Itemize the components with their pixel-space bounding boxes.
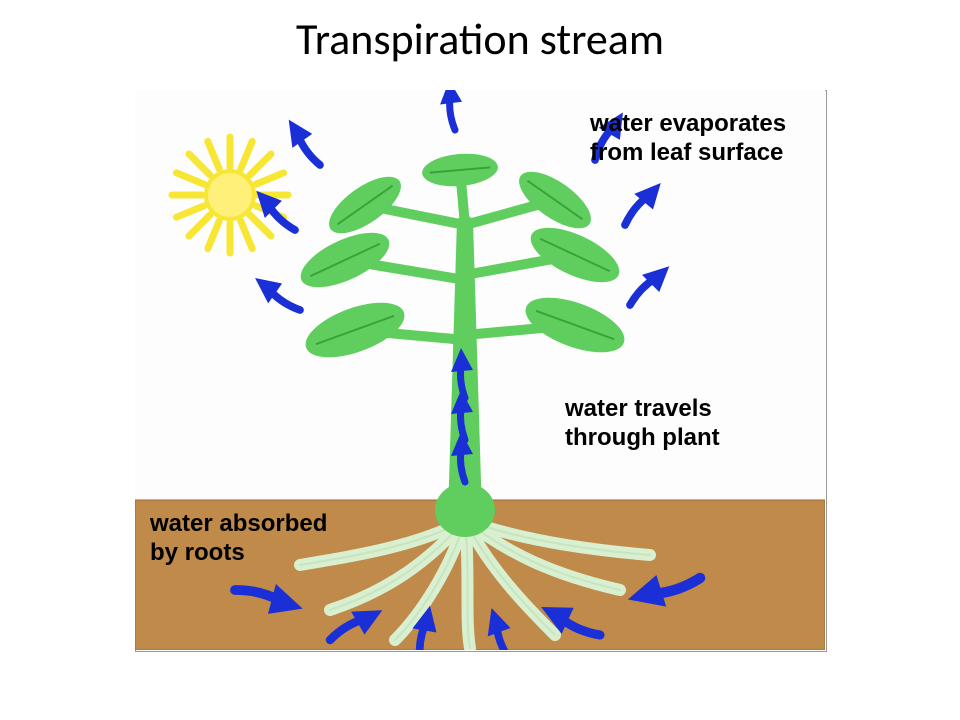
label-travels: water travels through plant <box>565 395 720 453</box>
label-travels-l1: water travels <box>565 395 712 422</box>
label-evaporates-l2: from leaf surface <box>590 139 783 166</box>
label-evaporates-l1: water evaporates <box>590 110 786 137</box>
label-travels-l2: through plant <box>565 424 720 451</box>
diagram-canvas <box>0 0 960 720</box>
label-absorbed-l2: by roots <box>150 539 245 566</box>
label-absorbed-l1: water absorbed <box>150 510 327 537</box>
label-absorbed: water absorbed by roots <box>150 510 327 568</box>
label-evaporates: water evaporates from leaf surface <box>590 110 786 168</box>
